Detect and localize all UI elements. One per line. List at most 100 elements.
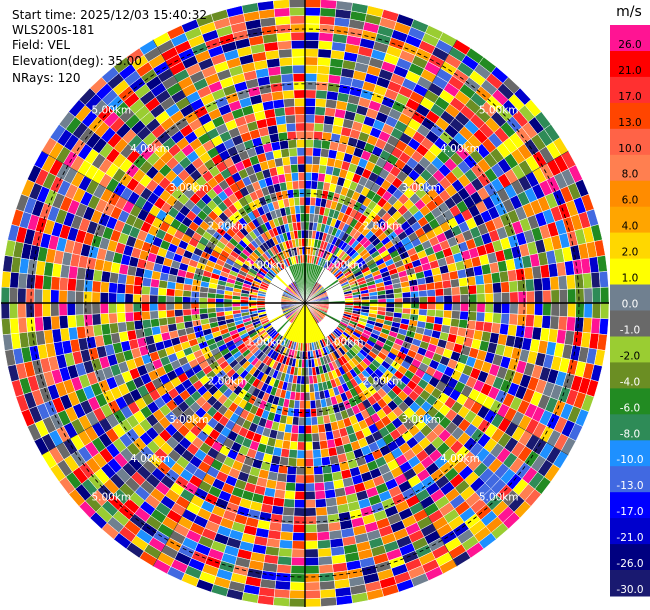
velocity-gate [492,282,502,294]
velocity-gate [385,302,395,308]
velocity-gate [141,277,152,287]
velocity-gate [442,279,452,289]
velocity-gate [9,317,20,335]
velocity-gate [549,315,560,330]
velocity-gate [304,548,319,558]
velocity-gate [432,273,443,283]
velocity-gate [198,302,208,309]
colorbar-swatch [610,414,650,441]
velocity-gate [279,539,293,550]
velocity-gate [124,283,135,295]
velocity-gate [299,205,306,214]
velocity-gate [533,314,543,329]
velocity-gate [525,302,536,316]
velocity-gate [291,48,306,58]
velocity-gate [289,440,298,451]
velocity-gate [42,316,53,331]
velocity-gate [427,295,437,304]
velocity-gate [198,297,208,304]
velocity-gate [525,314,535,328]
velocity-gate [434,288,445,297]
velocity-gate [402,302,412,309]
velocity-gate [304,383,310,393]
velocity-gate [311,172,319,182]
velocity-gate [314,482,325,492]
velocity-gate [276,472,288,483]
velocity-gate [490,322,501,335]
velocity-gate [281,156,291,166]
velocity-gate [304,188,312,198]
velocity-gate [284,106,296,116]
velocity-gate [304,458,314,468]
velocity-gate [117,321,128,333]
range-ring-label: 1.00km [324,337,364,349]
velocity-gate [304,0,322,8]
instrument-text: WLS200s-181 [12,23,95,37]
velocity-gate [590,317,601,335]
velocity-gate [320,448,330,458]
velocity-gate [304,441,313,451]
range-ring-label: 5.00km [91,104,131,116]
velocity-gate [574,273,585,290]
colorbar-tick-label: -30.0 [616,584,643,596]
velocity-gate [207,307,217,314]
velocity-gate [157,295,167,304]
velocity-gate [284,172,293,183]
velocity-gate [450,278,460,288]
velocity-gate [321,456,331,467]
velocity-gate [318,40,333,51]
colorbar-swatch [610,518,650,545]
angle-spoke [304,302,458,567]
velocity-gate [124,311,135,323]
colorbar-tick-label: -6.0 [620,402,641,414]
velocity-gate [100,281,110,293]
velocity-gate [281,514,295,525]
velocity-gate [279,56,293,67]
velocity-gate [591,302,602,319]
colorbar-swatch [610,388,650,415]
range-ring-label: 4.00km [440,453,480,465]
velocity-gate [312,449,322,459]
velocity-gate [410,308,420,316]
range-ring-label: 3.00km [401,182,441,194]
velocity-gate [335,0,353,12]
velocity-gate [320,0,338,10]
colorbar-tick-label: 13.0 [618,117,641,129]
velocity-gate [410,296,420,304]
velocity-gate [292,188,300,198]
velocity-gate [272,98,285,109]
colorbar-tick-label: -13.0 [616,480,643,492]
velocity-gate [288,598,306,608]
velocity-gate [304,532,318,542]
velocity-gate [317,539,331,550]
velocity-gate [296,139,306,148]
velocity-gate [484,312,494,323]
velocity-gate [296,458,306,468]
velocity-gate [290,432,299,443]
velocity-gate [319,7,337,18]
velocity-gate [458,319,469,329]
angle-spoke [304,39,458,304]
velocity-gate [310,188,318,198]
colorbar-tick-label: -2.0 [620,350,641,362]
colorbar-tick-label: 1.0 [622,273,639,285]
velocity-gate [319,580,336,591]
velocity-gate [50,302,60,317]
velocity-gate [304,114,316,124]
velocity-gate [149,294,159,304]
velocity-gate [435,302,445,311]
velocity-gate [501,292,511,304]
velocity-gate [508,280,519,293]
velocity-gate [282,506,295,517]
velocity-gate [159,324,170,334]
velocity-gate [304,540,319,550]
velocity-gate [273,488,286,499]
velocity-gate [475,283,486,295]
velocity-gate [58,277,69,291]
velocity-gate [596,333,608,351]
velocity-gate [165,295,175,304]
velocity-gate [304,48,319,58]
velocity-gate [394,302,404,309]
velocity-gate [310,416,319,426]
